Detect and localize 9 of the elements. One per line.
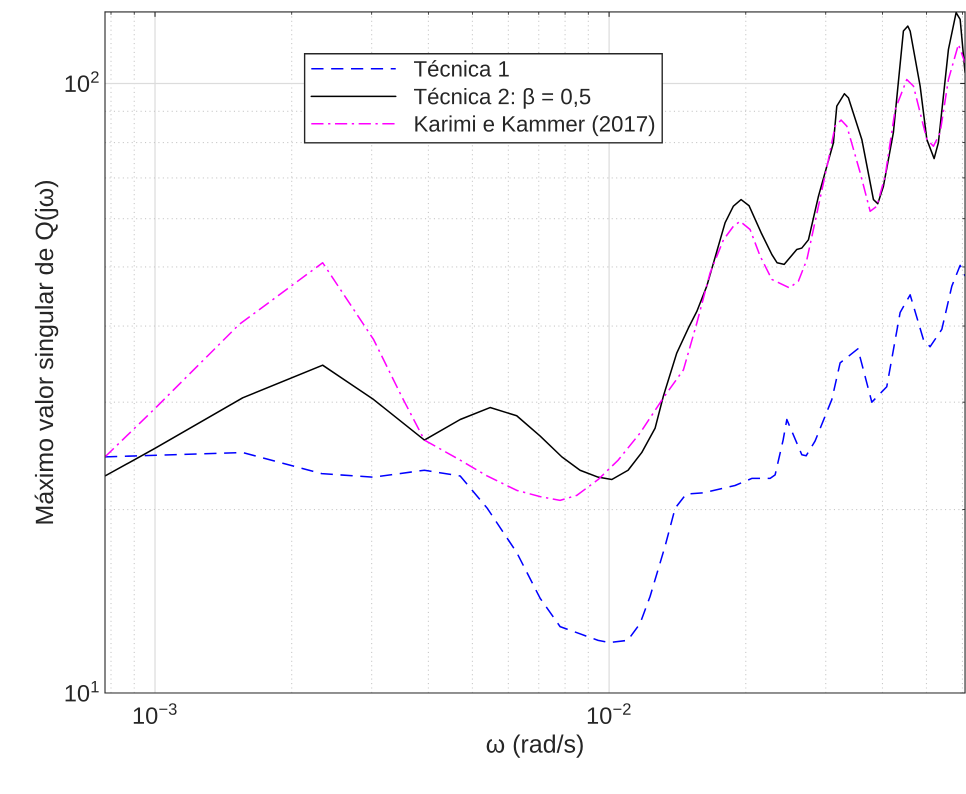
- legend-label: Karimi e Kammer (2017): [415, 115, 654, 136]
- y-tick-label: 10$^{1}$: [66, 681, 99, 702]
- y-axis-title: Máximo valor singular de Q(jω): [34, 181, 58, 524]
- y-tick-label: 10$^{2}$: [66, 71, 99, 92]
- x-tick-label: 10$^{−3}$: [134, 703, 177, 724]
- x-axis-title: ω (rad/s): [486, 734, 583, 758]
- legend-label: Técnica 1: [414, 60, 509, 77]
- legend-label: Técnica 2: β = 0,5: [414, 88, 590, 109]
- x-tick-label: 10$^{−2}$: [588, 703, 631, 724]
